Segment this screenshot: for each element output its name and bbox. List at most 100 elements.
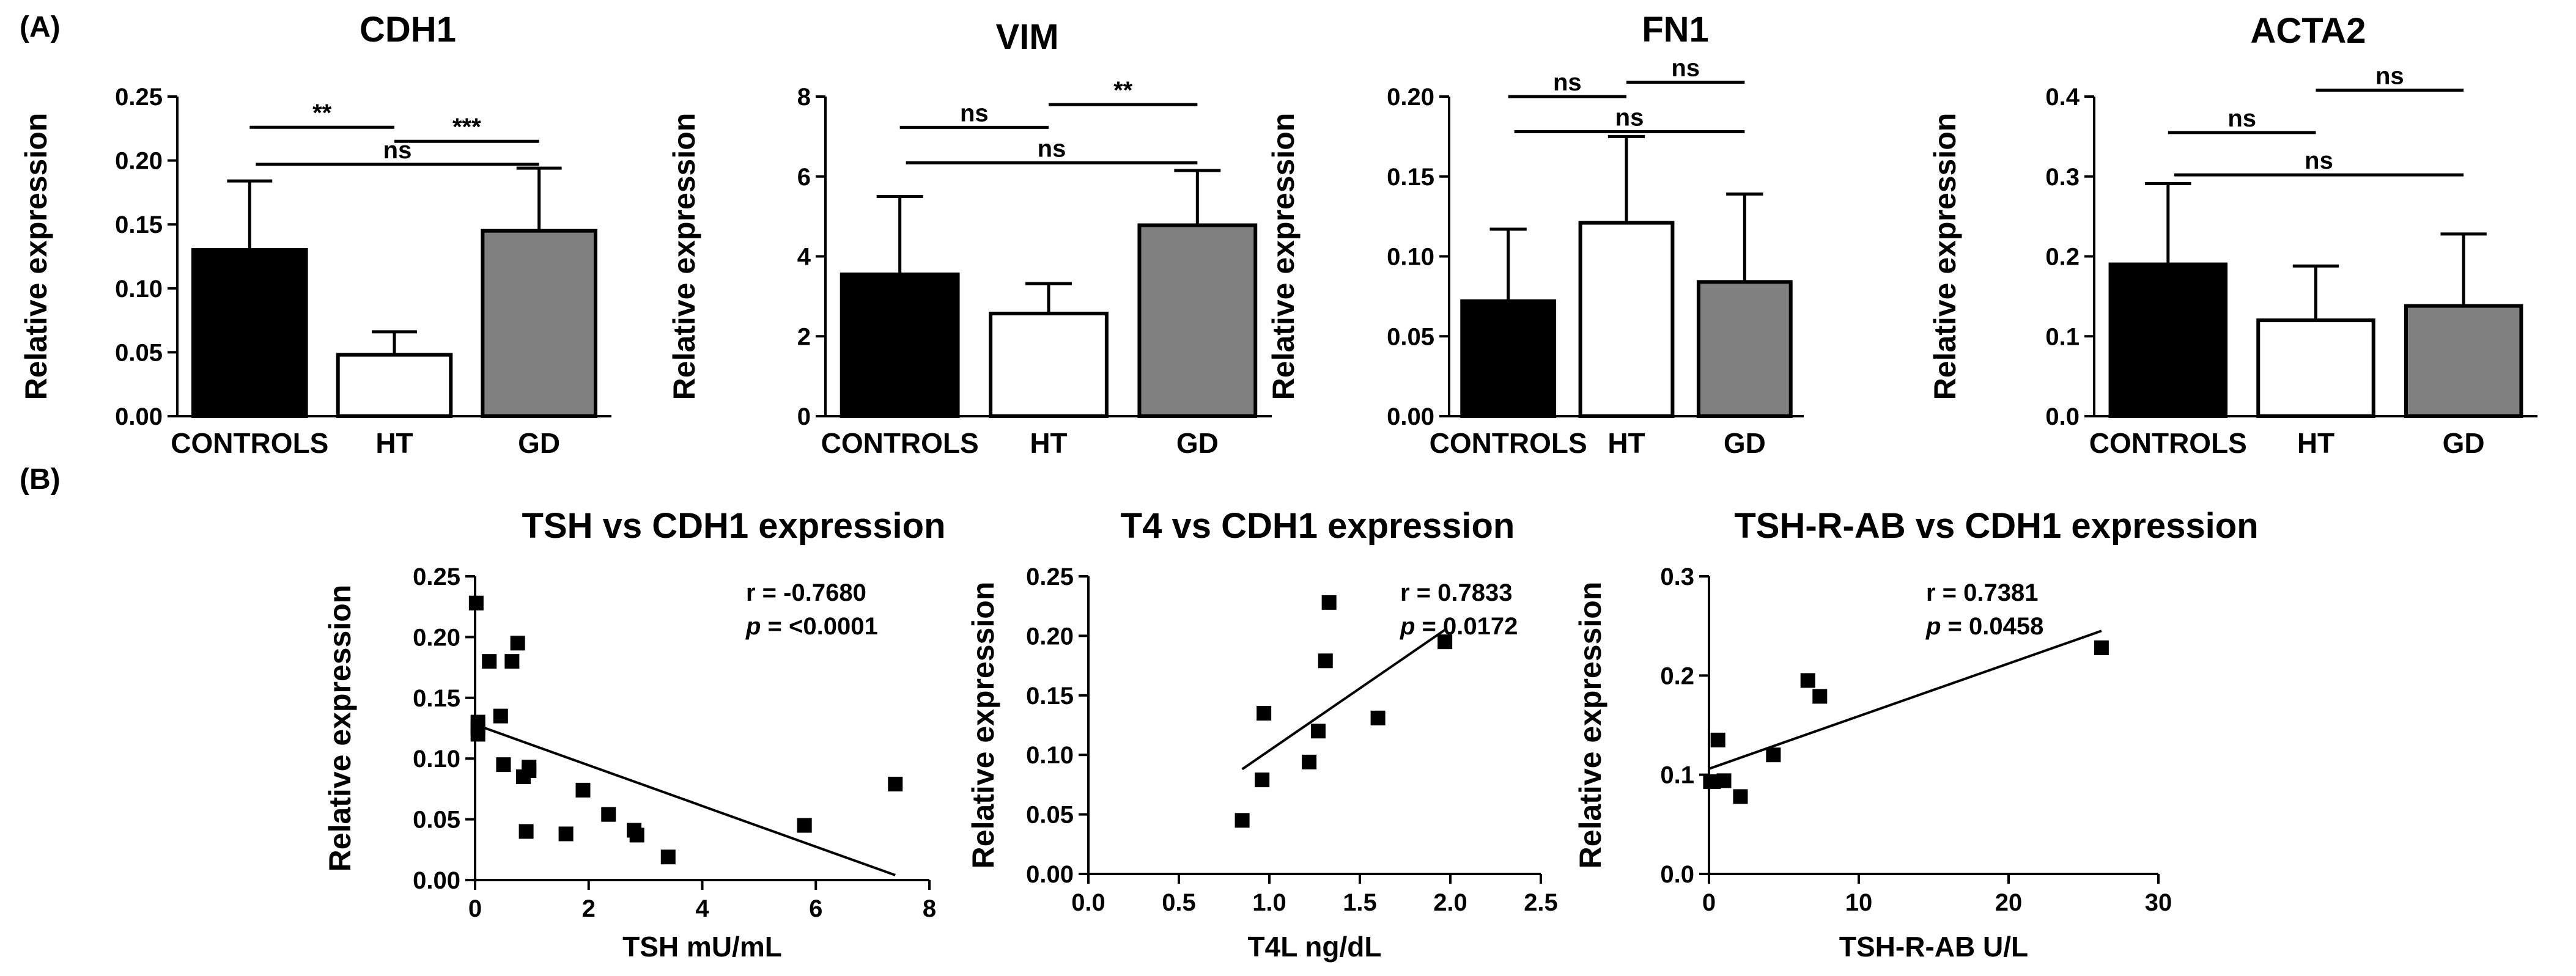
chart1-ytick-label: 4 — [797, 244, 811, 271]
chart6-fit-line — [1708, 629, 2102, 770]
chart3-bar-ht — [2256, 318, 2375, 418]
chart0-sig-label: ** — [312, 100, 332, 127]
chart5-data-point — [1302, 754, 1317, 769]
chart2-ytick-label: 0.20 — [1387, 84, 1434, 111]
chart6-ytick-label: 0.3 — [1660, 563, 1694, 590]
chart3-category-label: GD — [2443, 427, 2485, 459]
chart5-data-point — [1255, 772, 1270, 788]
chart1-category-label: GD — [1176, 427, 1219, 459]
chart0-ytick-label: 0.00 — [115, 403, 163, 430]
chart2-ytick-label: 0.00 — [1387, 403, 1434, 430]
chart6-title: TSH-R-AB vs CDH1 expression — [1734, 506, 2258, 546]
chart0-bar-controls — [191, 248, 308, 418]
chart3-bar-gd — [2404, 304, 2523, 418]
chart0-category-label: GD — [518, 427, 560, 459]
chart6-xtick-label: 10 — [1845, 889, 1873, 916]
chart3-sig-label: ns — [2375, 63, 2404, 90]
chart5-data-point — [1318, 653, 1333, 669]
chart5-data-point — [1437, 634, 1453, 650]
chart5-xtick-label: 1.5 — [1343, 889, 1377, 916]
chart4-data-point — [510, 636, 525, 651]
chart3-category-label: CONTROLS — [2089, 427, 2247, 459]
chart4-ylabel: Relative expression — [323, 585, 357, 872]
chart4-ytick-label: 0.10 — [413, 746, 460, 772]
chart4-p-number: = <0.0001 — [761, 613, 877, 640]
chart6-data-point — [2094, 640, 2109, 655]
chart6-p-letter: p — [1925, 613, 1941, 640]
chart4-data-point — [522, 763, 537, 779]
chart2-bar-ht — [1578, 221, 1675, 418]
chart2-ylabel: Relative expression — [1266, 113, 1301, 400]
chart4-data-point — [470, 727, 485, 742]
chart4-data-point — [496, 757, 511, 772]
chart4-ytick-label: 0.05 — [413, 807, 460, 834]
chart4-data-point — [558, 826, 574, 842]
chart6-data-point — [1733, 789, 1748, 804]
chart2-category-label: GD — [1724, 427, 1766, 459]
chart4-data-point — [493, 708, 508, 724]
chart5-xlabel: T4L ng/dL — [1248, 931, 1382, 963]
chart1-ytick-label: 0 — [797, 403, 811, 430]
chart3-ytick-label: 0.0 — [2045, 403, 2080, 430]
chart0-category-label: HT — [375, 427, 413, 459]
chart3-ylabel: Relative expression — [1928, 113, 1962, 400]
chart0-sig-label: ns — [383, 137, 412, 164]
chart4-data-point — [888, 776, 903, 791]
chart5-ytick-label: 0.10 — [1026, 742, 1074, 769]
chart5-fit-line — [1241, 629, 1446, 771]
chart4-data-point — [519, 824, 534, 839]
chart1-category-label: CONTROLS — [821, 427, 979, 459]
chart2-title: FN1 — [1642, 10, 1709, 50]
chart1-ytick-label: 2 — [797, 323, 811, 350]
chart4-ytick-label: 0.15 — [413, 685, 460, 712]
chart4-ytick-label: 0.20 — [413, 624, 460, 651]
chart3-category-label: HT — [2297, 427, 2334, 459]
chart2-ytick-label: 0.05 — [1387, 323, 1434, 350]
chart2-ytick-label: 0.15 — [1387, 164, 1434, 191]
chart1-ylabel: Relative expression — [667, 113, 701, 400]
chart5-ytick-label: 0.25 — [1026, 563, 1074, 590]
chart0-ytick-label: 0.15 — [115, 211, 163, 238]
chart0-sig-label: *** — [452, 114, 481, 141]
chart4-ytick-label: 0.25 — [413, 563, 460, 590]
chart6-data-point — [1710, 732, 1725, 747]
chart0-ylabel: Relative expression — [19, 113, 53, 400]
chart5-xtick-label: 1.0 — [1252, 889, 1286, 916]
chart5-ylabel: Relative expression — [966, 582, 1000, 869]
chart4-xtick-label: 4 — [695, 895, 709, 922]
chart2-category-label: HT — [1607, 427, 1645, 459]
chart5-data-point — [1257, 706, 1272, 721]
chart5-ytick-label: 0.05 — [1026, 802, 1074, 829]
chart4-p-letter: p — [745, 613, 761, 640]
chart1-bar-gd — [1137, 223, 1258, 418]
chart4-xtick-label: 6 — [809, 895, 822, 922]
chart6-r-value: r = 0.7381 — [1926, 579, 2039, 606]
chart4-r-value: r = -0.7680 — [746, 579, 866, 606]
chart6-p-number: = 0.0458 — [1941, 613, 2043, 640]
chart4-title: TSH vs CDH1 expression — [522, 506, 945, 546]
chart4-xtick-label: 8 — [923, 895, 936, 922]
chart3-ytick-label: 0.1 — [2045, 323, 2080, 350]
chart6-ytick-label: 0.0 — [1660, 861, 1694, 888]
chart6-xtick-label: 20 — [1995, 889, 2023, 916]
chart6-xtick-label: 30 — [2145, 889, 2172, 916]
chart5-xtick-label: 0.5 — [1162, 889, 1196, 916]
chart1-category-label: HT — [1030, 427, 1067, 459]
chart1-sig-label: ** — [1113, 77, 1133, 104]
chart0-bar-gd — [481, 229, 597, 418]
chart1-ytick-label: 8 — [797, 84, 811, 111]
chart6-xtick-label: 0 — [1702, 889, 1716, 916]
chart4-data-point — [660, 849, 676, 865]
chart1-bar-controls — [840, 272, 960, 419]
chart4-data-point — [629, 827, 644, 843]
chart5-ytick-label: 0.20 — [1026, 623, 1074, 650]
chart6-data-point — [1812, 689, 1828, 704]
chart1-ytick-label: 6 — [797, 164, 811, 191]
chart0-ytick-label: 0.25 — [115, 84, 163, 111]
chart4-data-point — [575, 782, 591, 798]
chart0-ytick-label: 0.05 — [115, 339, 163, 366]
chart5-title: T4 vs CDH1 expression — [1121, 506, 1515, 546]
chart6-data-point — [1800, 673, 1815, 688]
chart4-data-point — [797, 818, 812, 833]
